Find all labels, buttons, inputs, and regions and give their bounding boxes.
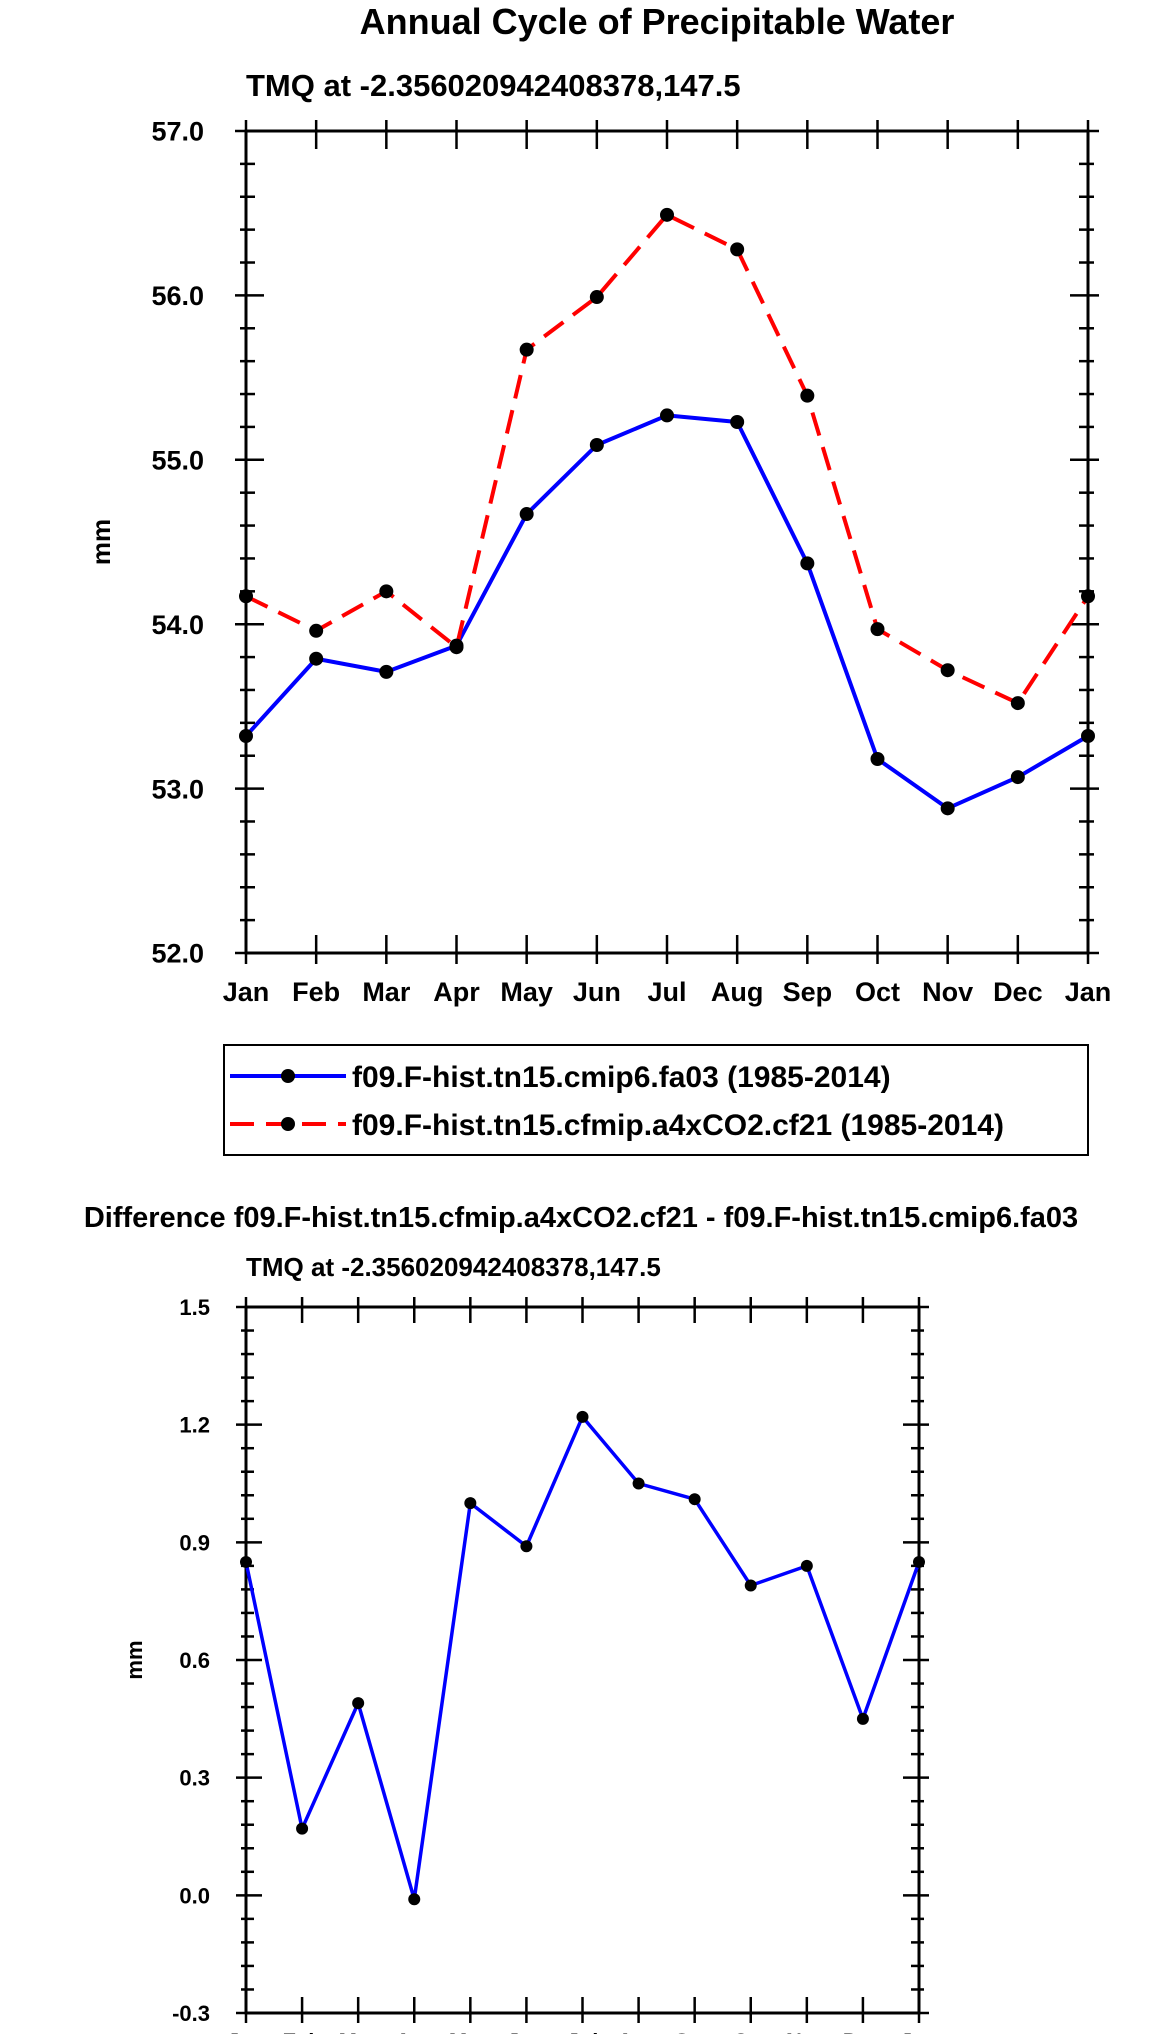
chart1-data-point-1: [1081, 728, 1095, 743]
legend-box: [223, 1044, 1089, 1156]
chart2-xtick-label: Aug: [617, 2029, 660, 2034]
chart1-xtick-label: Jun: [573, 977, 621, 1007]
chart1-data-point-1: [309, 651, 324, 666]
chart2-xtick-label: Jan: [227, 2029, 265, 2034]
chart2-data-point-1: [296, 1822, 309, 1835]
legend-marker-case2: [281, 1117, 295, 1131]
chart1-xtick-label: Dec: [993, 977, 1043, 1007]
chart1-data-point-2: [309, 623, 324, 638]
chart2-data-point-1: [464, 1497, 477, 1510]
chart2-data-point-1: [520, 1540, 533, 1553]
chart1-xtick-label: Jul: [647, 977, 686, 1007]
chart1-data-point-1: [519, 507, 534, 522]
chart1-ytick-label: 55.0: [151, 446, 204, 476]
chart1-xtick-label: Apr: [433, 977, 480, 1007]
legend-label-case1: f09.F-hist.tn15.cmip6.fa03 (1985-2014): [352, 1061, 891, 1094]
chart1-data-point-1: [800, 556, 815, 571]
chart1-xtick-label: Jan: [1065, 977, 1112, 1007]
chart1-data-point-2: [379, 584, 394, 599]
chart1-data-point-1: [940, 801, 955, 816]
chart1-xtick-label: Sep: [783, 977, 833, 1007]
chart2-xtick-label: Jun: [507, 2029, 546, 2034]
chart2-data-point-1: [744, 1579, 757, 1592]
chart2-ytick-label: 1.2: [179, 1413, 210, 1438]
chart2-data-point-1: [408, 1893, 421, 1906]
chart2-xtick-label: Sep: [674, 2029, 714, 2034]
chart1-data-point-1: [660, 408, 674, 423]
chart1-ytick-label: 56.0: [151, 281, 204, 311]
chart1-series-line-1: [244, 413, 1090, 811]
chart2-data-point-1: [800, 1559, 813, 1572]
chart2-data-point-1: [352, 1697, 365, 1710]
chart2-subtitle: TMQ at -2.356020942408378,147.5: [246, 1252, 661, 1282]
chart1-xtick-label: Oct: [855, 977, 900, 1007]
chart2-xtick-label: Oct: [732, 2029, 769, 2034]
chart2-series-line-1: [244, 1415, 921, 1902]
chart1-ytick-label: 57.0: [151, 117, 204, 147]
chart2-ytick-label: 0.3: [179, 1766, 210, 1791]
difference-title: Difference f09.F-hist.tn15.cfmip.a4xCO2.…: [84, 1202, 1078, 1234]
chart2-data-point-1: [913, 1555, 925, 1568]
chart2-data-point-1: [856, 1712, 869, 1725]
chart1-xtick-label: Aug: [711, 977, 763, 1007]
chart2-data-point-1: [240, 1555, 252, 1568]
chart2-data-point-1: [688, 1493, 701, 1506]
chart2-xtick-label: Mar: [339, 2029, 379, 2034]
chart1-xtick-label: Mar: [362, 977, 411, 1007]
chart2-ytick-label: 0.9: [179, 1530, 210, 1555]
chart2-ytick-label: 0.6: [179, 1648, 210, 1673]
legend-marker-case1: [281, 1069, 295, 1083]
chart1-xtick-label: May: [500, 977, 553, 1007]
figure-title: Annual Cycle of Precipitable Water: [360, 1, 955, 42]
chart2-xtick-label: Dec: [843, 2029, 883, 2034]
chart2-xtick-label: Jul: [567, 2029, 599, 2034]
chart2-xtick-label: Feb: [283, 2029, 322, 2034]
chart1-data-point-1: [589, 438, 604, 453]
chart1-ytick-label: 53.0: [151, 774, 204, 804]
chart1-data-point-1: [379, 664, 394, 679]
chart1-data-point-2: [660, 207, 674, 222]
chart1-subtitle: TMQ at -2.356020942408378,147.5: [246, 68, 741, 103]
chart1-data-point-2: [519, 342, 534, 357]
chart1-data-point-2: [940, 663, 955, 678]
chart1-data-point-2: [730, 242, 745, 257]
difference-chart: TMQ at -2.356020942408378,147.5 Jan Feb Ma…: [122, 1252, 938, 2034]
chart2-xtick-label: Jan: [900, 2029, 938, 2034]
chart1-ytick-label: 54.0: [151, 610, 204, 640]
chart1-data-point-2: [239, 589, 253, 604]
chart2-ytick-label: 1.5: [179, 1295, 210, 1320]
chart2-xtick-label: Nov: [786, 2029, 828, 2034]
chart1-data-point-1: [870, 752, 885, 767]
chart1-data-point-2: [1081, 589, 1095, 604]
chart1-data-point-1: [730, 414, 745, 429]
chart1-xtick-label: Nov: [922, 977, 973, 1007]
chart1-xtick-label: Feb: [292, 977, 340, 1007]
chart1-ylabel: mm: [86, 519, 116, 565]
legend: f09.F-hist.tn15.cmip6.fa03 (1985-2014) f…: [223, 1044, 1089, 1156]
chart2-data-point-1: [576, 1410, 589, 1423]
chart1-xtick-label: Jan: [223, 977, 270, 1007]
legend-label-case2: f09.F-hist.tn15.cfmip.a4xCO2.cf21 (1985-…: [352, 1109, 1004, 1142]
chart2-xtick-label: May: [449, 2029, 493, 2034]
chart1-data-point-1: [239, 728, 253, 743]
chart1-series-line-2: [245, 212, 1090, 706]
chart1-data-point-2: [1010, 696, 1025, 711]
chart1-ytick-label: 52.0: [151, 939, 204, 969]
chart1-data-point-2: [870, 622, 885, 637]
chart2-data-point-1: [632, 1477, 645, 1490]
annual-cycle-chart: TMQ at -2.356020942408378,147.5 Jan Feb Ma…: [86, 68, 1111, 1007]
chart1-data-point-2: [800, 388, 815, 403]
chart2-ylabel: mm: [122, 1640, 147, 1679]
chart2-ytick-label: 0.0: [179, 1883, 210, 1908]
chart1-data-point-2: [449, 640, 464, 655]
chart1-plot-frame: [244, 129, 1090, 955]
chart2-ytick-label: -0.3: [172, 2001, 210, 2026]
chart2-xtick-label: Apr: [395, 2029, 433, 2034]
chart1-data-point-1: [1010, 770, 1025, 785]
chart1-data-point-2: [589, 290, 604, 305]
